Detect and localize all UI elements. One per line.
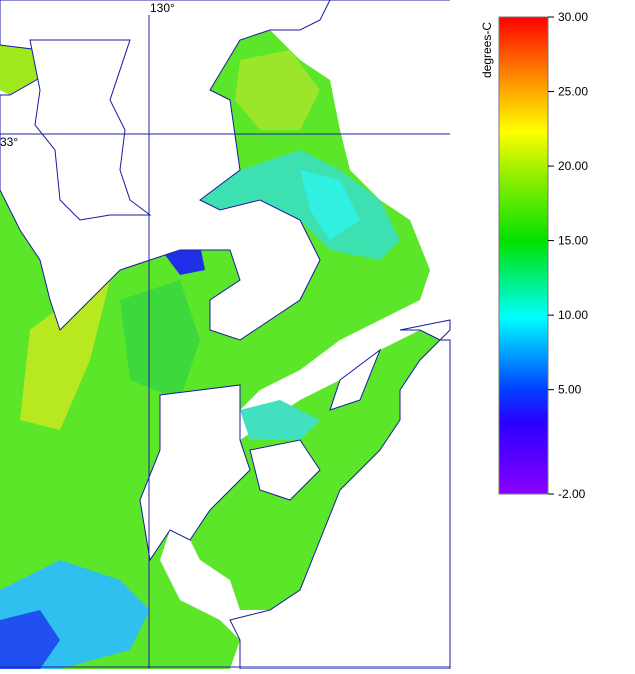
colorbar-label: degrees-C bbox=[480, 22, 494, 78]
colorbar-tick-label: 15.00 bbox=[558, 234, 588, 248]
longitude-label: 130° bbox=[150, 1, 175, 15]
colorbar-tick-label: 5.00 bbox=[558, 383, 582, 397]
colorbar-tick-label: 25.00 bbox=[558, 85, 588, 99]
colorbar-ticks: 30.00 25.00 20.00 15.00 10.00 5.00 -2.00 bbox=[548, 10, 588, 501]
colorbar bbox=[498, 16, 549, 495]
latitude-label: 33° bbox=[0, 135, 18, 149]
colorbar-tick-label: 20.00 bbox=[558, 159, 588, 173]
land bbox=[0, 0, 451, 670]
colorbar-tick-label: -2.00 bbox=[558, 487, 586, 501]
colorbar-tick-label: 10.00 bbox=[558, 308, 588, 322]
colorbar-tick-label: 30.00 bbox=[558, 10, 588, 24]
